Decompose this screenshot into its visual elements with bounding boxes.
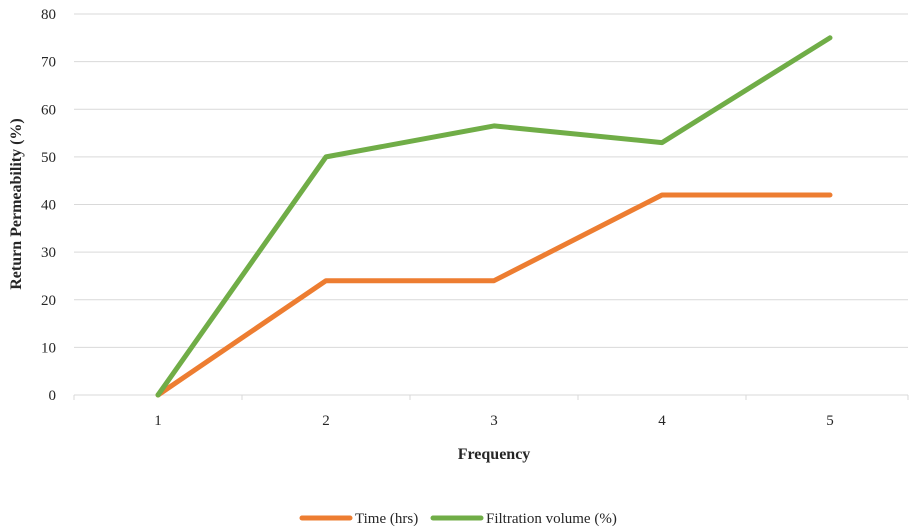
y-axis-title: Return Permeability (%)	[8, 118, 25, 290]
y-tick-label: 70	[41, 55, 56, 71]
y-tick-label: 10	[41, 340, 56, 356]
y-tick-label: 50	[41, 150, 56, 166]
x-tick-label: 1	[154, 413, 162, 429]
x-axis-title: Frequency	[458, 446, 531, 463]
x-tick-label: 2	[322, 413, 330, 429]
y-tick-label: 30	[41, 245, 56, 261]
gridlines	[73, 13, 909, 400]
y-tick-label: 80	[41, 7, 56, 23]
y-tick-label: 40	[41, 198, 56, 214]
legend-label: Time (hrs)	[355, 511, 418, 527]
x-tick-label: 4	[658, 413, 666, 429]
y-axis-ticks: 0 10 20 30 40 50 60 70 80	[41, 7, 56, 404]
x-axis-ticks: 1 2 3 4 5	[154, 413, 834, 429]
legend-item: Filtration volume (%)	[430, 511, 617, 527]
y-tick-label: 20	[41, 293, 56, 309]
x-tick-label: 3	[490, 413, 498, 429]
legend: Time (hrs) Filtration volume (%)	[299, 511, 617, 527]
series-lines	[155, 35, 833, 398]
legend-item: Time (hrs)	[299, 511, 418, 527]
x-tick-label: 5	[826, 413, 834, 429]
y-tick-label: 0	[49, 388, 57, 404]
legend-label: Filtration volume (%)	[486, 511, 617, 527]
y-tick-label: 60	[41, 102, 56, 118]
series-line-1	[155, 192, 833, 398]
series-line-2	[155, 35, 833, 398]
